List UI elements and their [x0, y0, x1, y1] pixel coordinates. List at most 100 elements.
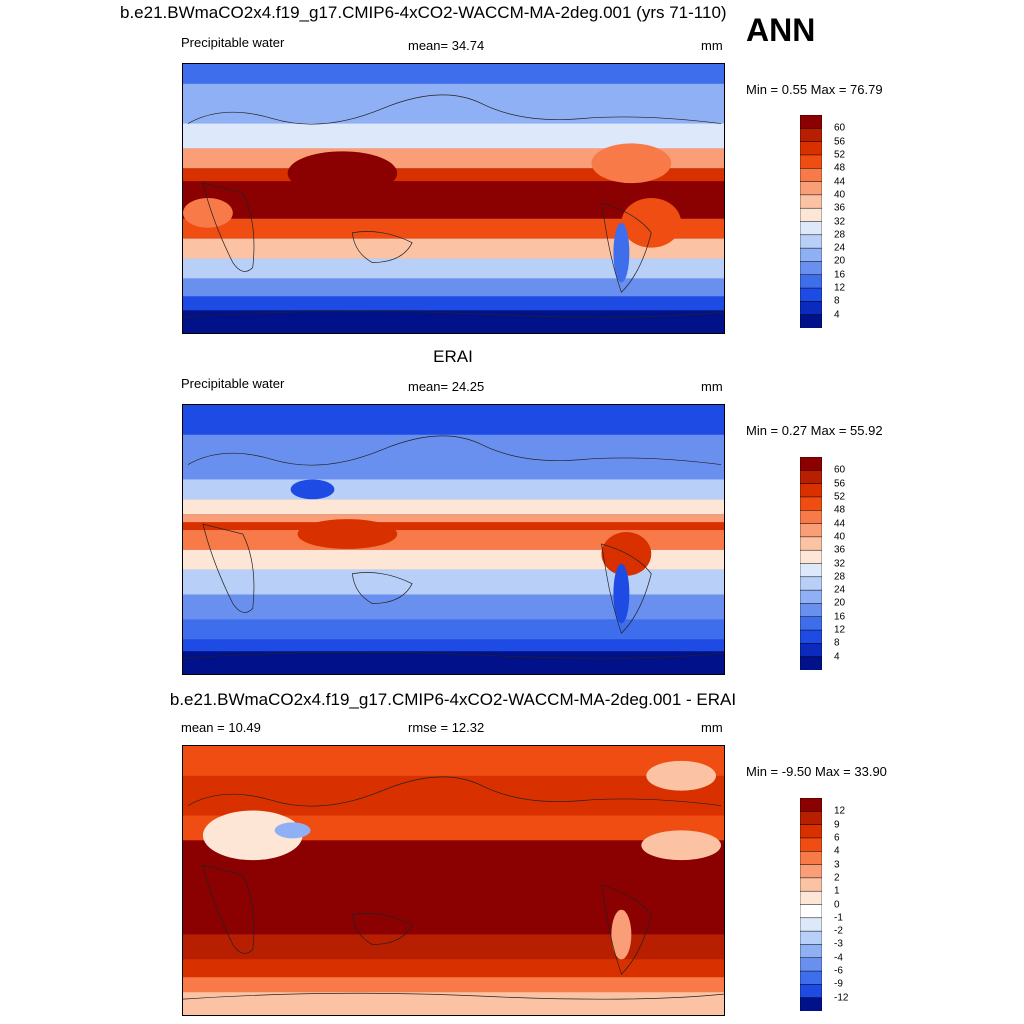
colorbar-swatch — [800, 837, 822, 852]
panel-diff-mean-label: mean = 10.49 — [181, 720, 261, 735]
colorbar-swatch — [800, 616, 822, 631]
colorbar-tick-label: 4 — [834, 309, 840, 321]
colorbar-swatch — [800, 563, 822, 578]
colorbar-swatch — [800, 589, 822, 604]
colorbar-swatch — [800, 576, 822, 591]
colorbar-swatch — [800, 643, 822, 658]
colorbar-tick-label: 16 — [834, 611, 846, 623]
colorbar-tick-label: 24 — [834, 242, 846, 254]
colorbar-swatch — [800, 984, 822, 999]
colorbar-tick-label: 28 — [834, 229, 846, 241]
colorbar-tick-label: 16 — [834, 269, 846, 281]
panel-obs-map — [182, 404, 725, 675]
panel-diff-title: b.e21.BWmaCO2x4.f19_g17.CMIP6-4xCO2-WACC… — [169, 690, 737, 709]
colorbar-tick-label: 56 — [834, 478, 846, 490]
colorbar-tick-label: 9 — [834, 819, 840, 831]
colorbar-tick-label: 6 — [834, 832, 840, 844]
panel-diff-colorbar-swatches — [800, 798, 822, 1011]
colorbar-tick-label: -4 — [834, 952, 843, 964]
colorbar-swatch — [800, 970, 822, 985]
colorbar-swatch — [800, 181, 822, 196]
colorbar-swatch — [800, 811, 822, 826]
panel-model-variable-label: Precipitable water — [181, 35, 285, 50]
panel-diff-map — [182, 745, 725, 1016]
colorbar-swatch — [800, 261, 822, 276]
colorbar-swatch — [800, 287, 822, 302]
colorbar-tick-label: 40 — [834, 531, 846, 543]
colorbar-swatch — [800, 470, 822, 485]
colorbar-tick-label: 36 — [834, 202, 846, 214]
colorbar-tick-label: -9 — [834, 978, 843, 990]
colorbar-swatch — [800, 851, 822, 866]
colorbar-tick-label: 12 — [834, 805, 846, 817]
colorbar-tick-label: 8 — [834, 295, 840, 307]
colorbar-swatch — [800, 523, 822, 538]
colorbar-swatch — [800, 536, 822, 551]
colorbar-tick-label: -12 — [834, 992, 849, 1004]
colorbar-swatch — [800, 510, 822, 525]
panel-model-minmax-label: Min = 0.55 Max = 76.79 — [746, 82, 883, 97]
colorbar-swatch — [800, 141, 822, 156]
panel-model-units-label: mm — [701, 38, 723, 53]
colorbar-tick-label: 28 — [834, 571, 846, 583]
colorbar-tick-label: 56 — [834, 136, 846, 148]
colorbar-swatch — [800, 207, 822, 223]
colorbar-swatch — [800, 168, 822, 183]
panel-diff-colorbar — [800, 798, 822, 1011]
colorbar-swatch — [800, 314, 822, 328]
colorbar-swatch — [800, 864, 822, 879]
panel-obs-minmax-label: Min = 0.27 Max = 55.92 — [746, 423, 883, 438]
colorbar-swatch — [800, 154, 822, 169]
colorbar-swatch — [800, 247, 822, 262]
colorbar-swatch — [800, 234, 822, 249]
colorbar-tick-label: 4 — [834, 651, 840, 663]
colorbar-tick-label: 36 — [834, 544, 846, 556]
panel-model-map — [182, 63, 725, 334]
colorbar-tick-label: 24 — [834, 584, 846, 596]
colorbar-swatch — [800, 603, 822, 618]
colorbar-swatch — [800, 904, 822, 919]
panel-model-mean-label: mean= 34.74 — [408, 38, 485, 53]
colorbar-tick-label: 60 — [834, 464, 846, 476]
colorbar-tick-label: 20 — [834, 597, 846, 609]
colorbar-swatch — [800, 917, 822, 932]
panel-obs-mean-label: mean= 24.25 — [408, 379, 485, 394]
panel-obs-colorbar-swatches — [800, 457, 822, 670]
colorbar-tick-label: 12 — [834, 282, 846, 294]
colorbar-tick-label: 48 — [834, 504, 846, 516]
season-label: ANN — [746, 12, 816, 48]
colorbar-tick-label: 4 — [834, 845, 840, 857]
colorbar-tick-label: 20 — [834, 255, 846, 267]
colorbar-tick-label: 44 — [834, 518, 846, 530]
colorbar-swatch — [800, 656, 822, 670]
colorbar-swatch — [800, 301, 822, 316]
panel-obs-units-label: mm — [701, 379, 723, 394]
colorbar-tick-label: 2 — [834, 872, 840, 884]
colorbar-tick-label: 12 — [834, 624, 846, 636]
figure-title: b.e21.BWmaCO2x4.f19_g17.CMIP6-4xCO2-WACC… — [120, 3, 727, 22]
colorbar-tick-label: 40 — [834, 189, 846, 201]
colorbar-tick-label: -3 — [834, 938, 843, 950]
colorbar-tick-label: 8 — [834, 637, 840, 649]
colorbar-tick-label: 60 — [834, 122, 846, 134]
colorbar-tick-label: -1 — [834, 912, 843, 924]
colorbar-tick-label: 3 — [834, 859, 840, 871]
panel-obs-colorbar — [800, 457, 822, 670]
colorbar-tick-label: -6 — [834, 965, 843, 977]
colorbar-swatch — [800, 997, 822, 1011]
colorbar-swatch — [800, 957, 822, 972]
colorbar-swatch — [800, 798, 822, 812]
colorbar-swatch — [800, 877, 822, 892]
colorbar-swatch — [800, 944, 822, 959]
colorbar-swatch — [800, 115, 822, 129]
colorbar-tick-label: -2 — [834, 925, 843, 937]
colorbar-tick-label: 32 — [834, 558, 846, 569]
colorbar-swatch — [800, 128, 822, 143]
colorbar-tick-label: 52 — [834, 149, 846, 161]
colorbar-swatch — [800, 629, 822, 644]
colorbar-swatch — [800, 483, 822, 498]
colorbar-tick-label: 0 — [834, 899, 840, 910]
panel-diff-rmse-label: rmse = 12.32 — [408, 720, 485, 735]
colorbar-swatch — [800, 930, 822, 945]
colorbar-tick-label: 1 — [834, 885, 840, 897]
